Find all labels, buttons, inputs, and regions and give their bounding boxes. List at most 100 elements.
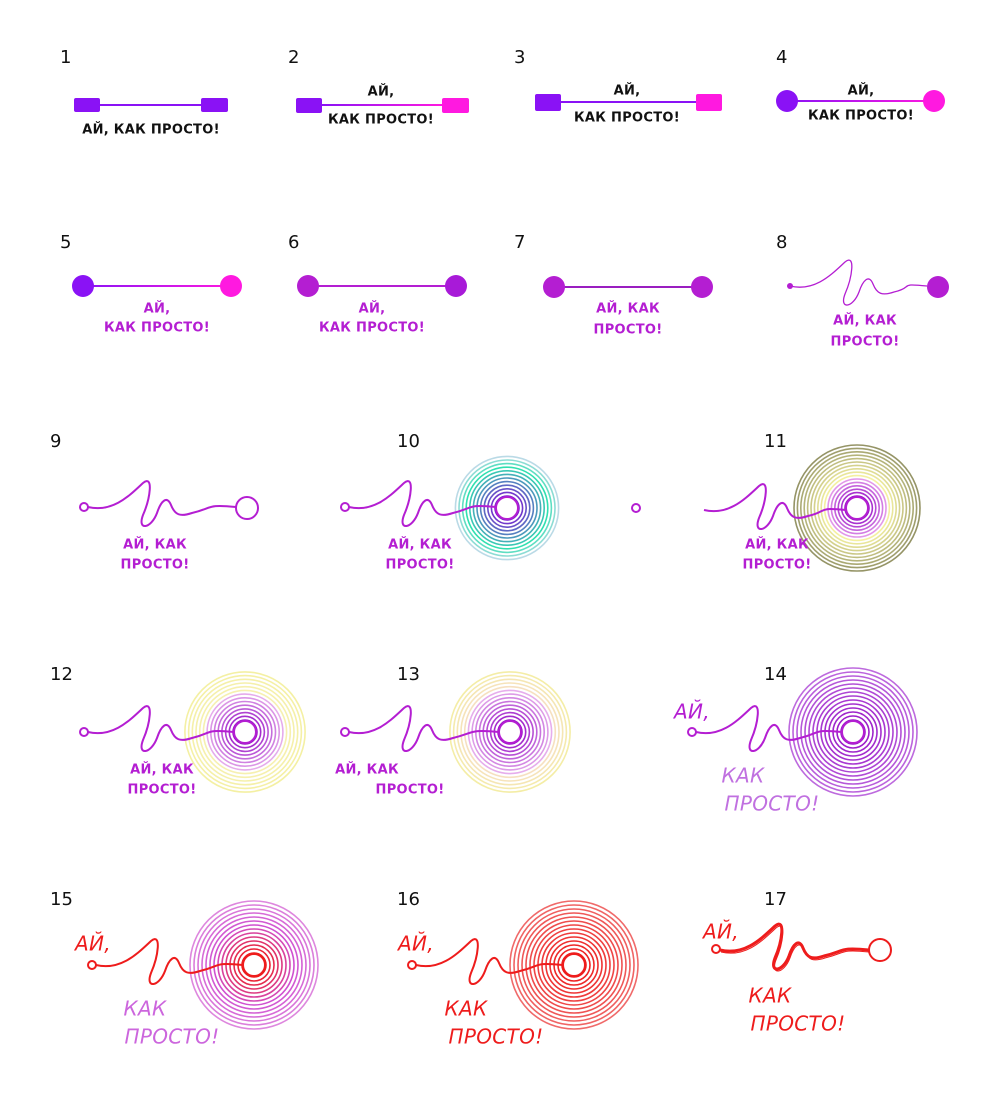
variant-label: АЙ, КАК [335,762,399,778]
end-ring [235,496,259,520]
variant-label: КАК ПРОСТО! [328,113,434,128]
logo-variant: 16 АЙ, КАК ПРОСТО! [396,889,639,1049]
ring [545,936,603,994]
variant-label: АЙ, [359,301,386,317]
end-ring [868,938,892,962]
ring [191,678,299,786]
end-dot [776,90,798,112]
end-ring [845,496,869,520]
end-dot [72,275,94,297]
logo-variant: 17 АЙ, КАК ПРОСТО! [701,889,892,1036]
end-dot [923,90,945,112]
variant-label: КАК ПРОСТО! [319,321,425,336]
ring [490,491,524,525]
connector [787,100,934,102]
variant-label: КАК ПРОСТО! [574,111,680,126]
ring [533,924,615,1006]
variant-number: 5 [60,232,71,253]
ring [209,920,299,1010]
variant-number: 9 [50,431,61,452]
squiggle [789,259,928,306]
logo-variant: 13 АЙ, КАК ПРОСТО! [335,664,571,798]
end-dot [220,275,242,297]
end-ring [498,720,522,744]
variant-label: АЙ, [144,301,171,317]
variant-number: 8 [776,232,787,253]
logo-variant: 11 АЙ, КАК ПРОСТО! [703,431,921,573]
logo-variant: 1 АЙ, КАК ПРОСТО! [60,47,228,138]
start-ring [340,727,350,737]
ring [808,687,898,777]
ring [509,900,639,1030]
variant-label: ПРОСТО! [128,783,197,798]
variant-label: КАК [124,997,167,1021]
variant-label: АЙ, КАК [596,301,660,317]
ring [483,484,531,532]
ring [454,455,560,561]
ring [460,682,560,782]
ring [521,912,627,1018]
ring [202,689,288,775]
ring [517,908,631,1022]
squiggle [703,483,847,530]
end-block [442,98,469,113]
ring [513,904,635,1026]
ring [456,678,564,786]
variant-number: 14 [764,664,787,685]
variant-label: ПРОСТО! [751,1012,846,1036]
variant-number: 12 [50,664,73,685]
ring [476,477,538,539]
ring [796,675,910,789]
ring [482,704,538,760]
variant-label: АЙ, [848,83,875,99]
variant-label: АЙ, [672,700,710,724]
start-ring [407,960,417,970]
logo-variant: 10 АЙ, КАК ПРОСТО! [340,431,641,573]
end-dot [445,275,467,297]
variant-label: АЙ, КАК ПРОСТО! [82,122,220,138]
variant-label: КАК [749,984,792,1008]
variant-label: АЙ, КАК [833,313,897,329]
ring [458,459,556,557]
squiggle [415,938,564,985]
logo-variant: 8 АЙ, КАК ПРОСТО! [776,232,949,350]
end-dot [297,275,319,297]
logo-variant: 6 АЙ, КАК ПРОСТО! [288,232,467,336]
ring [793,444,921,572]
end-dot [543,276,565,298]
end-ring [841,720,865,744]
variant-label: ПРОСТО! [449,1025,544,1049]
variant-label: ПРОСТО! [121,558,190,573]
ring [812,691,894,773]
ring [813,464,901,552]
end-dot [691,276,713,298]
ring [193,904,315,1026]
ring [463,685,557,779]
variant-label: ПРОСТО! [594,323,663,338]
logo-variant: 14 АЙ, КАК ПРОСТО! [672,664,918,816]
variant-number: 13 [397,664,420,685]
ring [213,924,295,1006]
variant-label: АЙ, [614,83,641,99]
variant-label: АЙ, [368,84,395,100]
connector [83,285,231,287]
start-dot [787,283,793,289]
ring [472,473,542,543]
variant-label: АЙ, [396,932,434,956]
ring [800,679,906,785]
ring [467,689,553,775]
variant-label: КАК [722,764,765,788]
start-ring [687,727,697,737]
variant-label: АЙ, [701,920,739,944]
variant-number: 10 [397,431,420,452]
ring [201,912,307,1018]
logo-variant: 5 АЙ, КАК ПРОСТО! [60,232,242,336]
ring [837,488,877,528]
variant-number: 16 [397,889,420,910]
variant-label: КАК ПРОСТО! [104,321,210,336]
squiggle [87,705,235,752]
squiggle [87,480,237,527]
start-ring [87,960,97,970]
ring [803,454,911,562]
variant-number: 1 [60,47,71,68]
